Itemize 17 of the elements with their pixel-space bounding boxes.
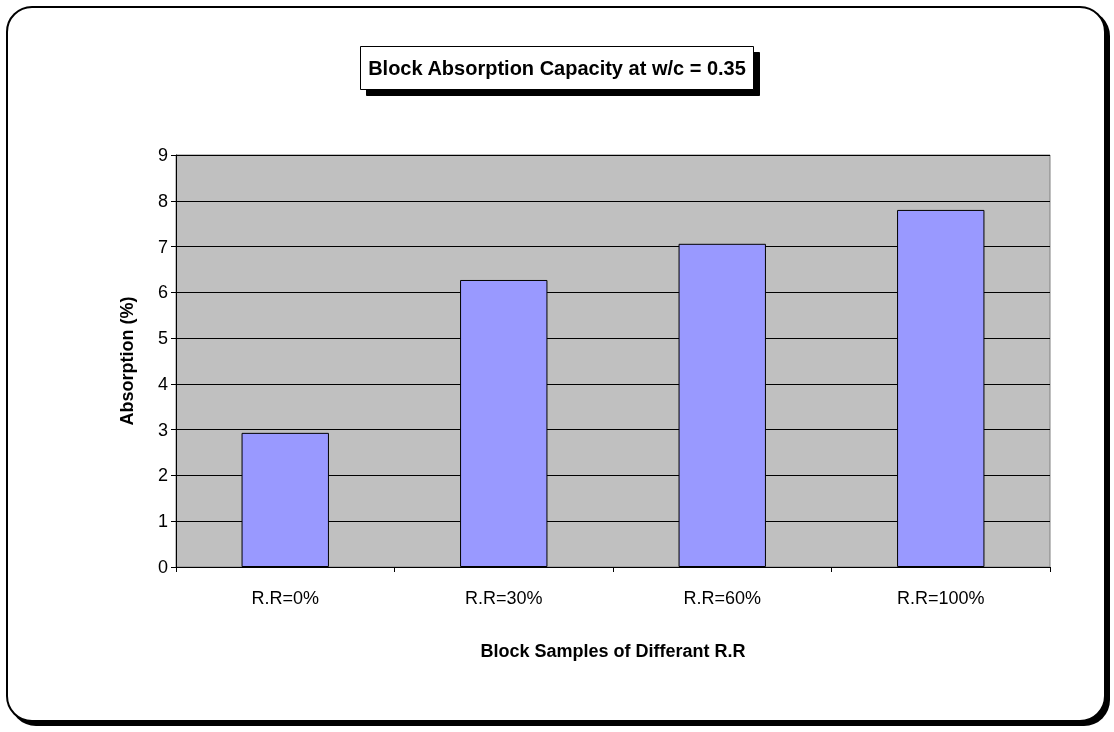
- y-tick-label: 1: [157, 511, 168, 532]
- x-axis-title: Block Samples of Differant R.R: [480, 641, 746, 661]
- x-tick-label: R.R=0%: [251, 588, 320, 608]
- y-tick-label: 7: [157, 236, 168, 257]
- y-axis-title: Absorption (%): [117, 296, 137, 426]
- x-tick-label: R.R=30%: [464, 588, 543, 608]
- y-tick-label: 5: [157, 328, 168, 349]
- y-tick-label: 4: [157, 373, 168, 394]
- y-tick-label: 0: [157, 557, 168, 577]
- x-tick-label: R.R=60%: [683, 588, 762, 608]
- y-tick-label: 8: [157, 190, 168, 211]
- y-tick-label: 2: [157, 465, 168, 486]
- x-tick-label: R.R=100%: [896, 588, 985, 608]
- y-tick-label: 9: [157, 145, 168, 165]
- chart-title: Block Absorption Capacity at w/c = 0.35: [368, 57, 746, 79]
- y-tick-label: 3: [157, 419, 168, 440]
- y-tick-label: 6: [157, 282, 168, 303]
